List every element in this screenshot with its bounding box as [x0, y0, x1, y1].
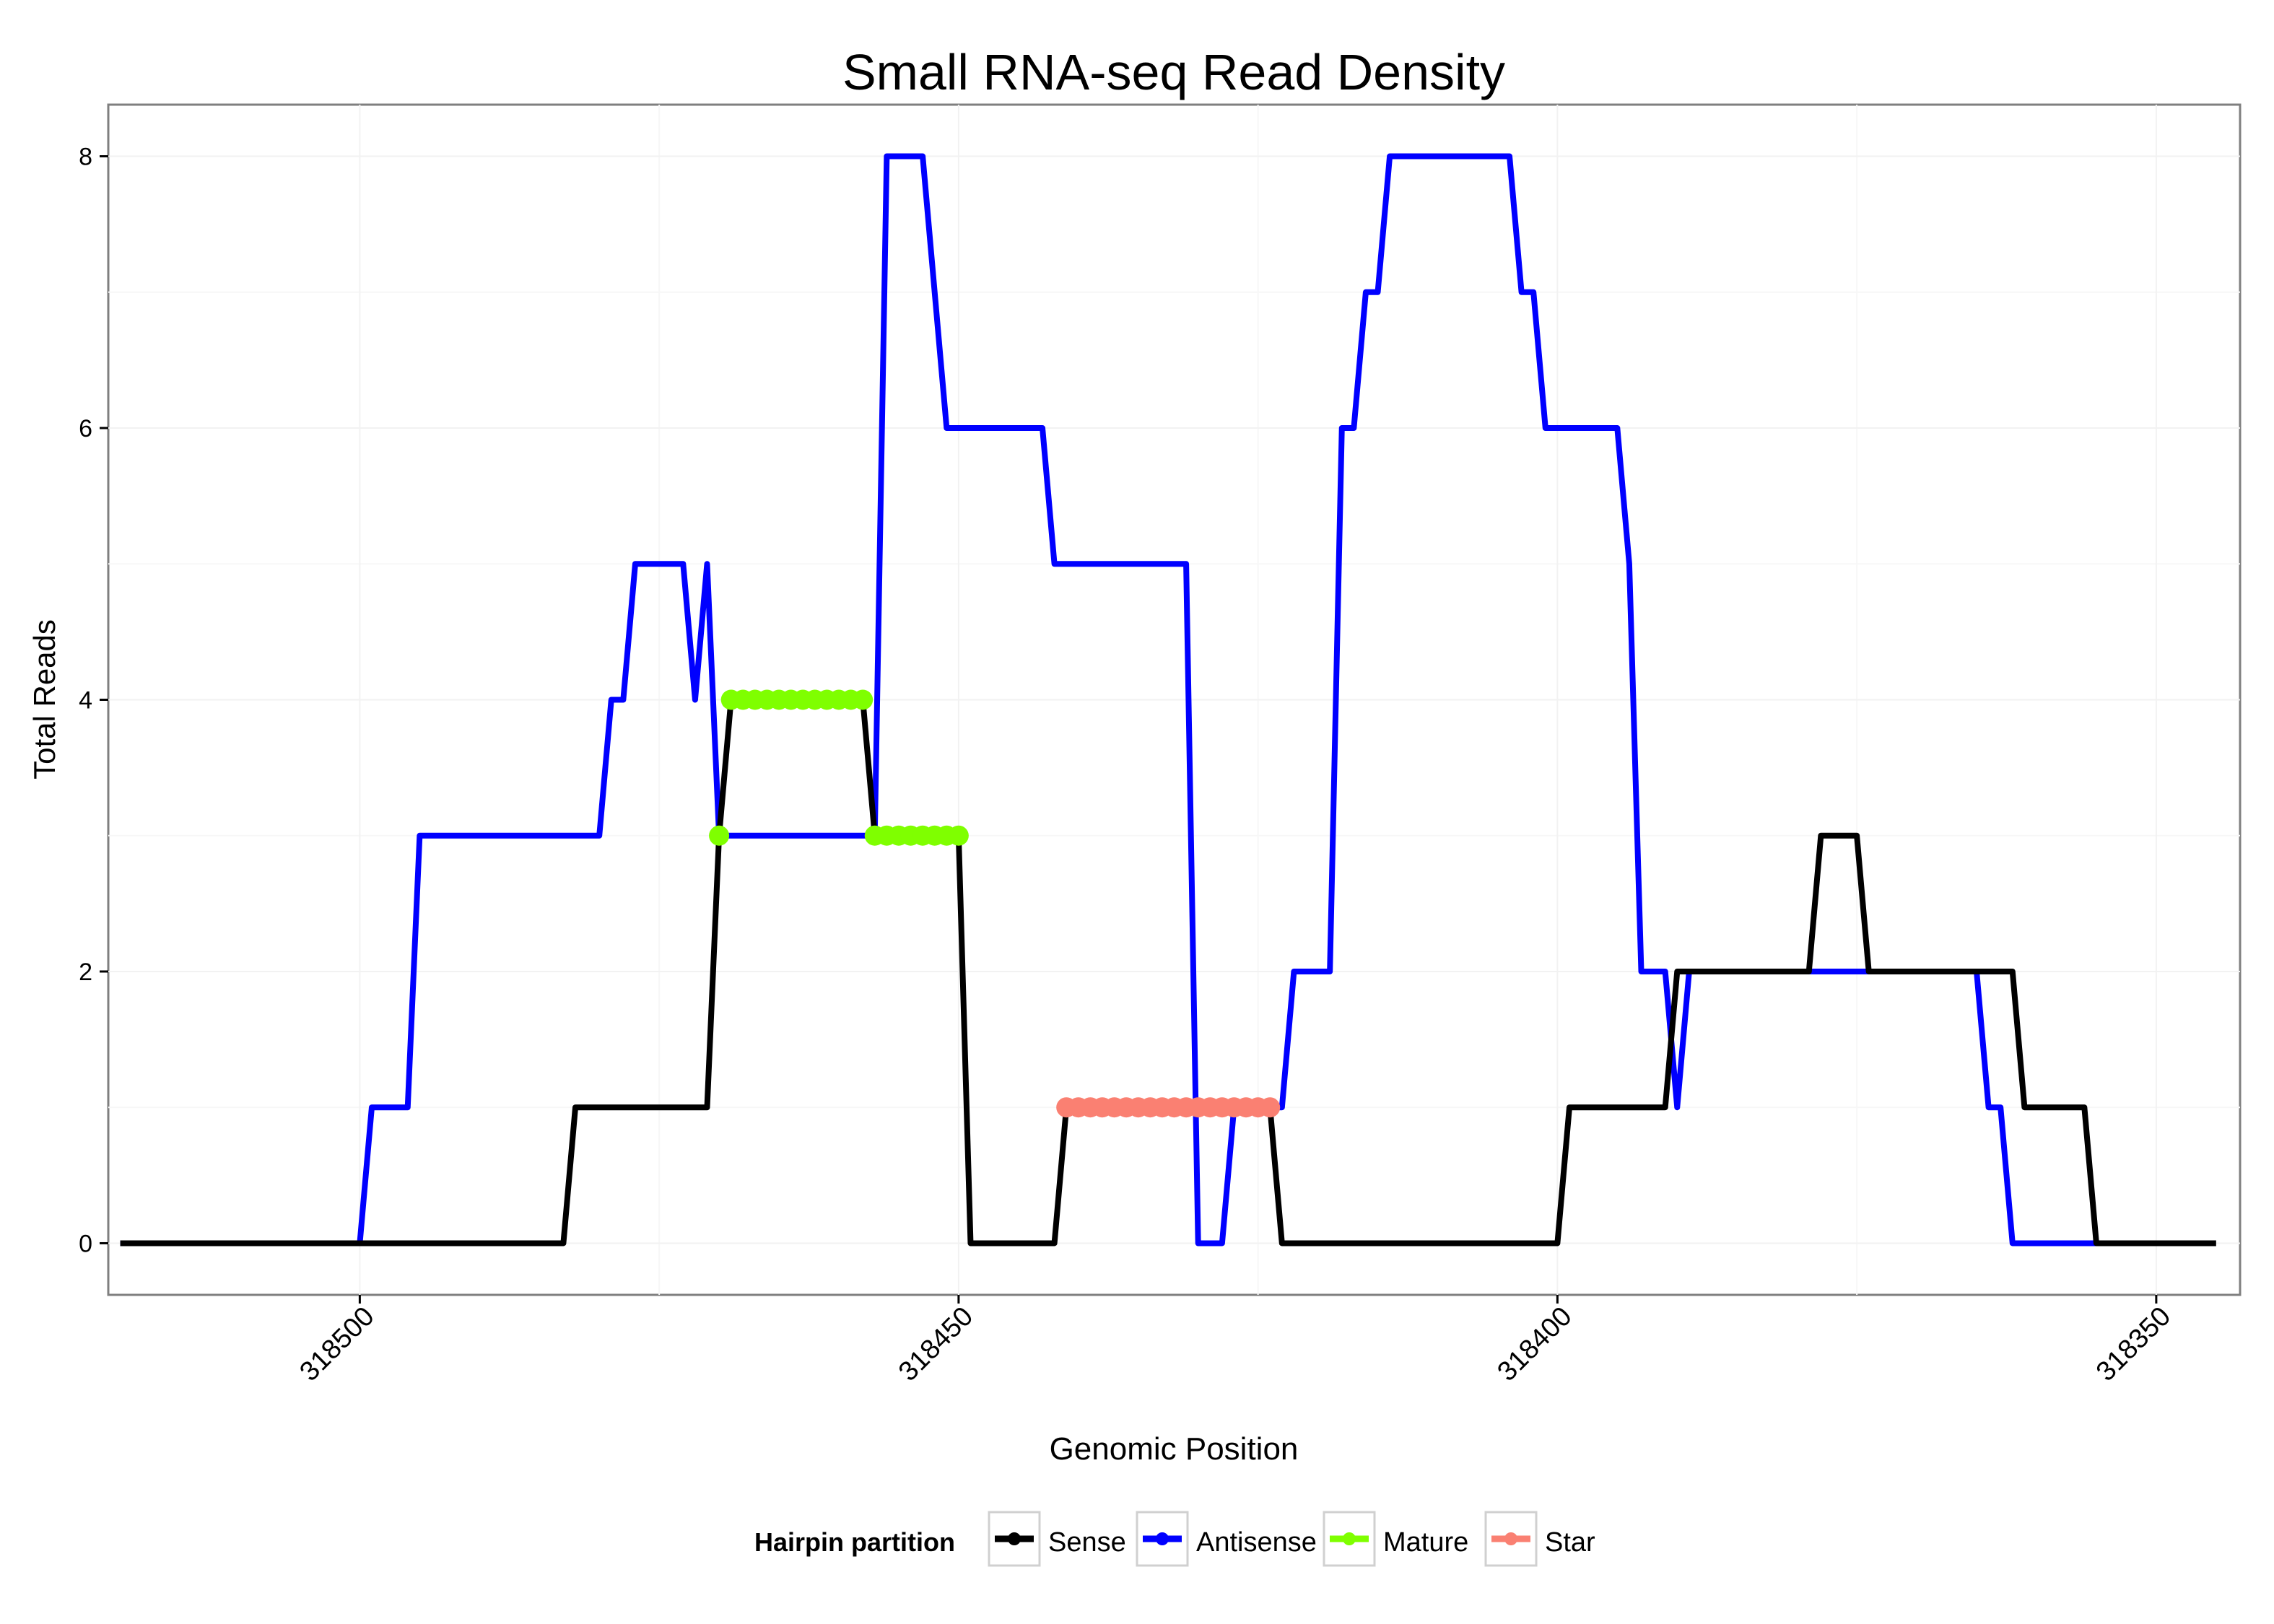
data-point-mature [709, 825, 730, 846]
legend-key-point [1504, 1532, 1517, 1545]
y-tick-label: 6 [79, 415, 92, 442]
series-layer [120, 153, 2216, 1247]
x-tick-label: 318350 [2091, 1301, 2177, 1387]
y-tick-label: 0 [79, 1230, 92, 1257]
series-line-sense [120, 697, 2216, 1247]
legend-label-mature: Mature [1383, 1527, 1468, 1558]
y-tick-label: 4 [79, 687, 92, 715]
x-tick-label: 318400 [1491, 1301, 1577, 1387]
legend-key-point [1343, 1532, 1356, 1545]
legend-label-antisense: Antisense [1196, 1527, 1317, 1558]
x-axis-title: Genomic Position [1050, 1431, 1299, 1467]
data-point-mature [853, 689, 874, 710]
y-axis-title: Total Reads [27, 619, 61, 780]
legend-key-point [1156, 1532, 1169, 1545]
chart-title: Small RNA-seq Read Density [842, 44, 1505, 100]
y-tick-label: 2 [79, 959, 92, 986]
legend-label-sense: Sense [1048, 1527, 1126, 1558]
x-tick-label: 318500 [294, 1301, 380, 1387]
data-point-star [1260, 1097, 1281, 1118]
x-tick-label: 318450 [893, 1301, 979, 1387]
data-point-mature [948, 825, 969, 846]
legend-title: Hairpin partition [754, 1527, 955, 1557]
legend-key-point [1008, 1532, 1021, 1545]
legend: Hairpin partition Sense Antisense Mature St… [754, 1511, 1595, 1567]
y-tick-label: 8 [79, 144, 92, 171]
legend-label-star: Star [1545, 1527, 1595, 1558]
